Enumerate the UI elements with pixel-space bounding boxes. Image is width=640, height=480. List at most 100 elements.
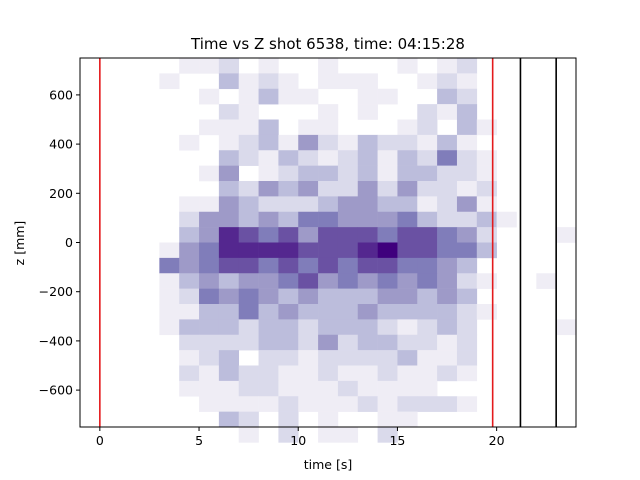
heatmap-cell: [218, 365, 240, 382]
heatmap-cell: [218, 196, 240, 213]
heatmap-cell: [476, 304, 497, 320]
heatmap-cell: [238, 242, 259, 259]
y-axis: −600 −400 −200 0 200 400 600: [39, 87, 80, 398]
heatmap-cell: [337, 134, 359, 151]
heatmap-cell: [218, 411, 240, 428]
heatmap-cell: [417, 227, 438, 243]
heatmap-cell: [337, 427, 359, 443]
heatmap-cell: [437, 58, 458, 74]
heatmap-cell: [456, 288, 478, 305]
heatmap-cell: [159, 304, 180, 320]
heatmap-cell: [258, 319, 279, 336]
heatmap-cell: [377, 396, 398, 412]
heatmap-cell: [238, 288, 259, 305]
heatmap-cell: [278, 411, 299, 428]
heatmap-cell: [199, 88, 220, 105]
heatmap-cell: [337, 380, 359, 397]
x-axis: 0 5 10 15 20: [96, 427, 505, 448]
heatmap-cell: [417, 304, 438, 320]
heatmap-cell: [258, 134, 279, 151]
y-tick-label: −200: [39, 284, 73, 299]
heatmap-cell: [298, 88, 319, 105]
x-tick-label: 5: [195, 433, 203, 448]
heatmap-cell: [357, 181, 378, 197]
y-axis-label: z [mm]: [12, 221, 27, 266]
heatmap-cell: [437, 196, 458, 213]
heatmap-cell: [199, 396, 220, 412]
heatmap-cell: [298, 350, 319, 366]
heatmap-cell: [179, 304, 200, 320]
heatmap-cell: [199, 334, 220, 351]
y-tick-label: 600: [49, 87, 73, 102]
heatmap-cell: [218, 396, 240, 412]
y-tick-label: 0: [65, 235, 73, 250]
heatmap-cell: [238, 104, 259, 120]
heatmap-cell: [199, 304, 220, 320]
heatmap-cell: [476, 273, 497, 289]
heatmap-cell: [377, 411, 398, 428]
heatmap-cell: [357, 211, 378, 228]
heatmap-cell: [456, 73, 478, 90]
heatmap-cell: [456, 88, 478, 105]
heatmap-cell: [456, 304, 478, 320]
heatmap-cell: [238, 396, 259, 412]
heatmap-cell: [417, 396, 438, 412]
heatmap-cell: [556, 319, 577, 336]
heatmap-cell: [159, 288, 180, 305]
heatmap-cell: [258, 196, 279, 213]
heatmap-cell: [258, 58, 279, 74]
heatmap-cell: [437, 150, 458, 166]
heatmap-cell: [377, 427, 398, 443]
heatmap-cell: [397, 380, 418, 397]
heatmap-cell: [179, 257, 200, 274]
heatmap-cell: [357, 319, 378, 336]
heatmap-cell: [456, 319, 478, 336]
heatmap-cell: [258, 396, 279, 412]
heatmap-cell: [258, 288, 279, 305]
heatmap-cell: [357, 134, 378, 151]
heatmap-cell: [278, 196, 299, 213]
heatmap-cell: [456, 58, 478, 74]
heatmap-cell: [417, 150, 438, 166]
heatmap-cell: [496, 211, 517, 228]
heatmap-cell: [437, 396, 458, 412]
heatmap-cell: [337, 288, 359, 305]
heatmap-cell: [397, 411, 418, 428]
heatmap-cell: [159, 73, 180, 90]
heatmap-cell: [238, 150, 259, 166]
heatmap-cell: [417, 165, 438, 182]
heatmap-cell: [298, 134, 319, 151]
heatmap-cell: [337, 150, 359, 166]
heatmap-cell: [199, 288, 220, 305]
y-tick-label: −400: [39, 333, 73, 348]
heatmap-cell: [417, 181, 438, 197]
heatmap-cell: [337, 73, 359, 90]
heatmap-cell: [456, 257, 478, 274]
heatmap-cell: [318, 319, 339, 336]
heatmap-cell: [397, 350, 418, 366]
heatmap-cell: [318, 119, 339, 136]
heatmap-cell: [318, 288, 339, 305]
heatmap-cell: [377, 211, 398, 228]
heatmap-cell: [278, 427, 299, 443]
heatmap-cell: [417, 365, 438, 382]
heatmap-cell: [417, 257, 438, 274]
heatmap-cell: [318, 396, 339, 412]
heatmap-cell: [437, 73, 458, 90]
heatmap-cell: [318, 273, 339, 289]
heatmap-cell: [357, 104, 378, 120]
heatmap-cell: [318, 242, 339, 259]
heatmap-cell: [179, 242, 200, 259]
heatmap-cell: [218, 380, 240, 397]
x-tick-label: 15: [389, 433, 405, 448]
heatmap-cell: [397, 211, 418, 228]
heatmap-cell: [397, 165, 418, 182]
heatmap-cell: [318, 134, 339, 151]
heatmap-cell: [318, 181, 339, 197]
heatmap-cell: [179, 227, 200, 243]
heatmap-cell: [417, 196, 438, 213]
heatmap-cell: [437, 227, 458, 243]
heatmap-cell: [238, 319, 259, 336]
heatmap-cell: [357, 273, 378, 289]
heatmap-cell: [218, 181, 240, 197]
